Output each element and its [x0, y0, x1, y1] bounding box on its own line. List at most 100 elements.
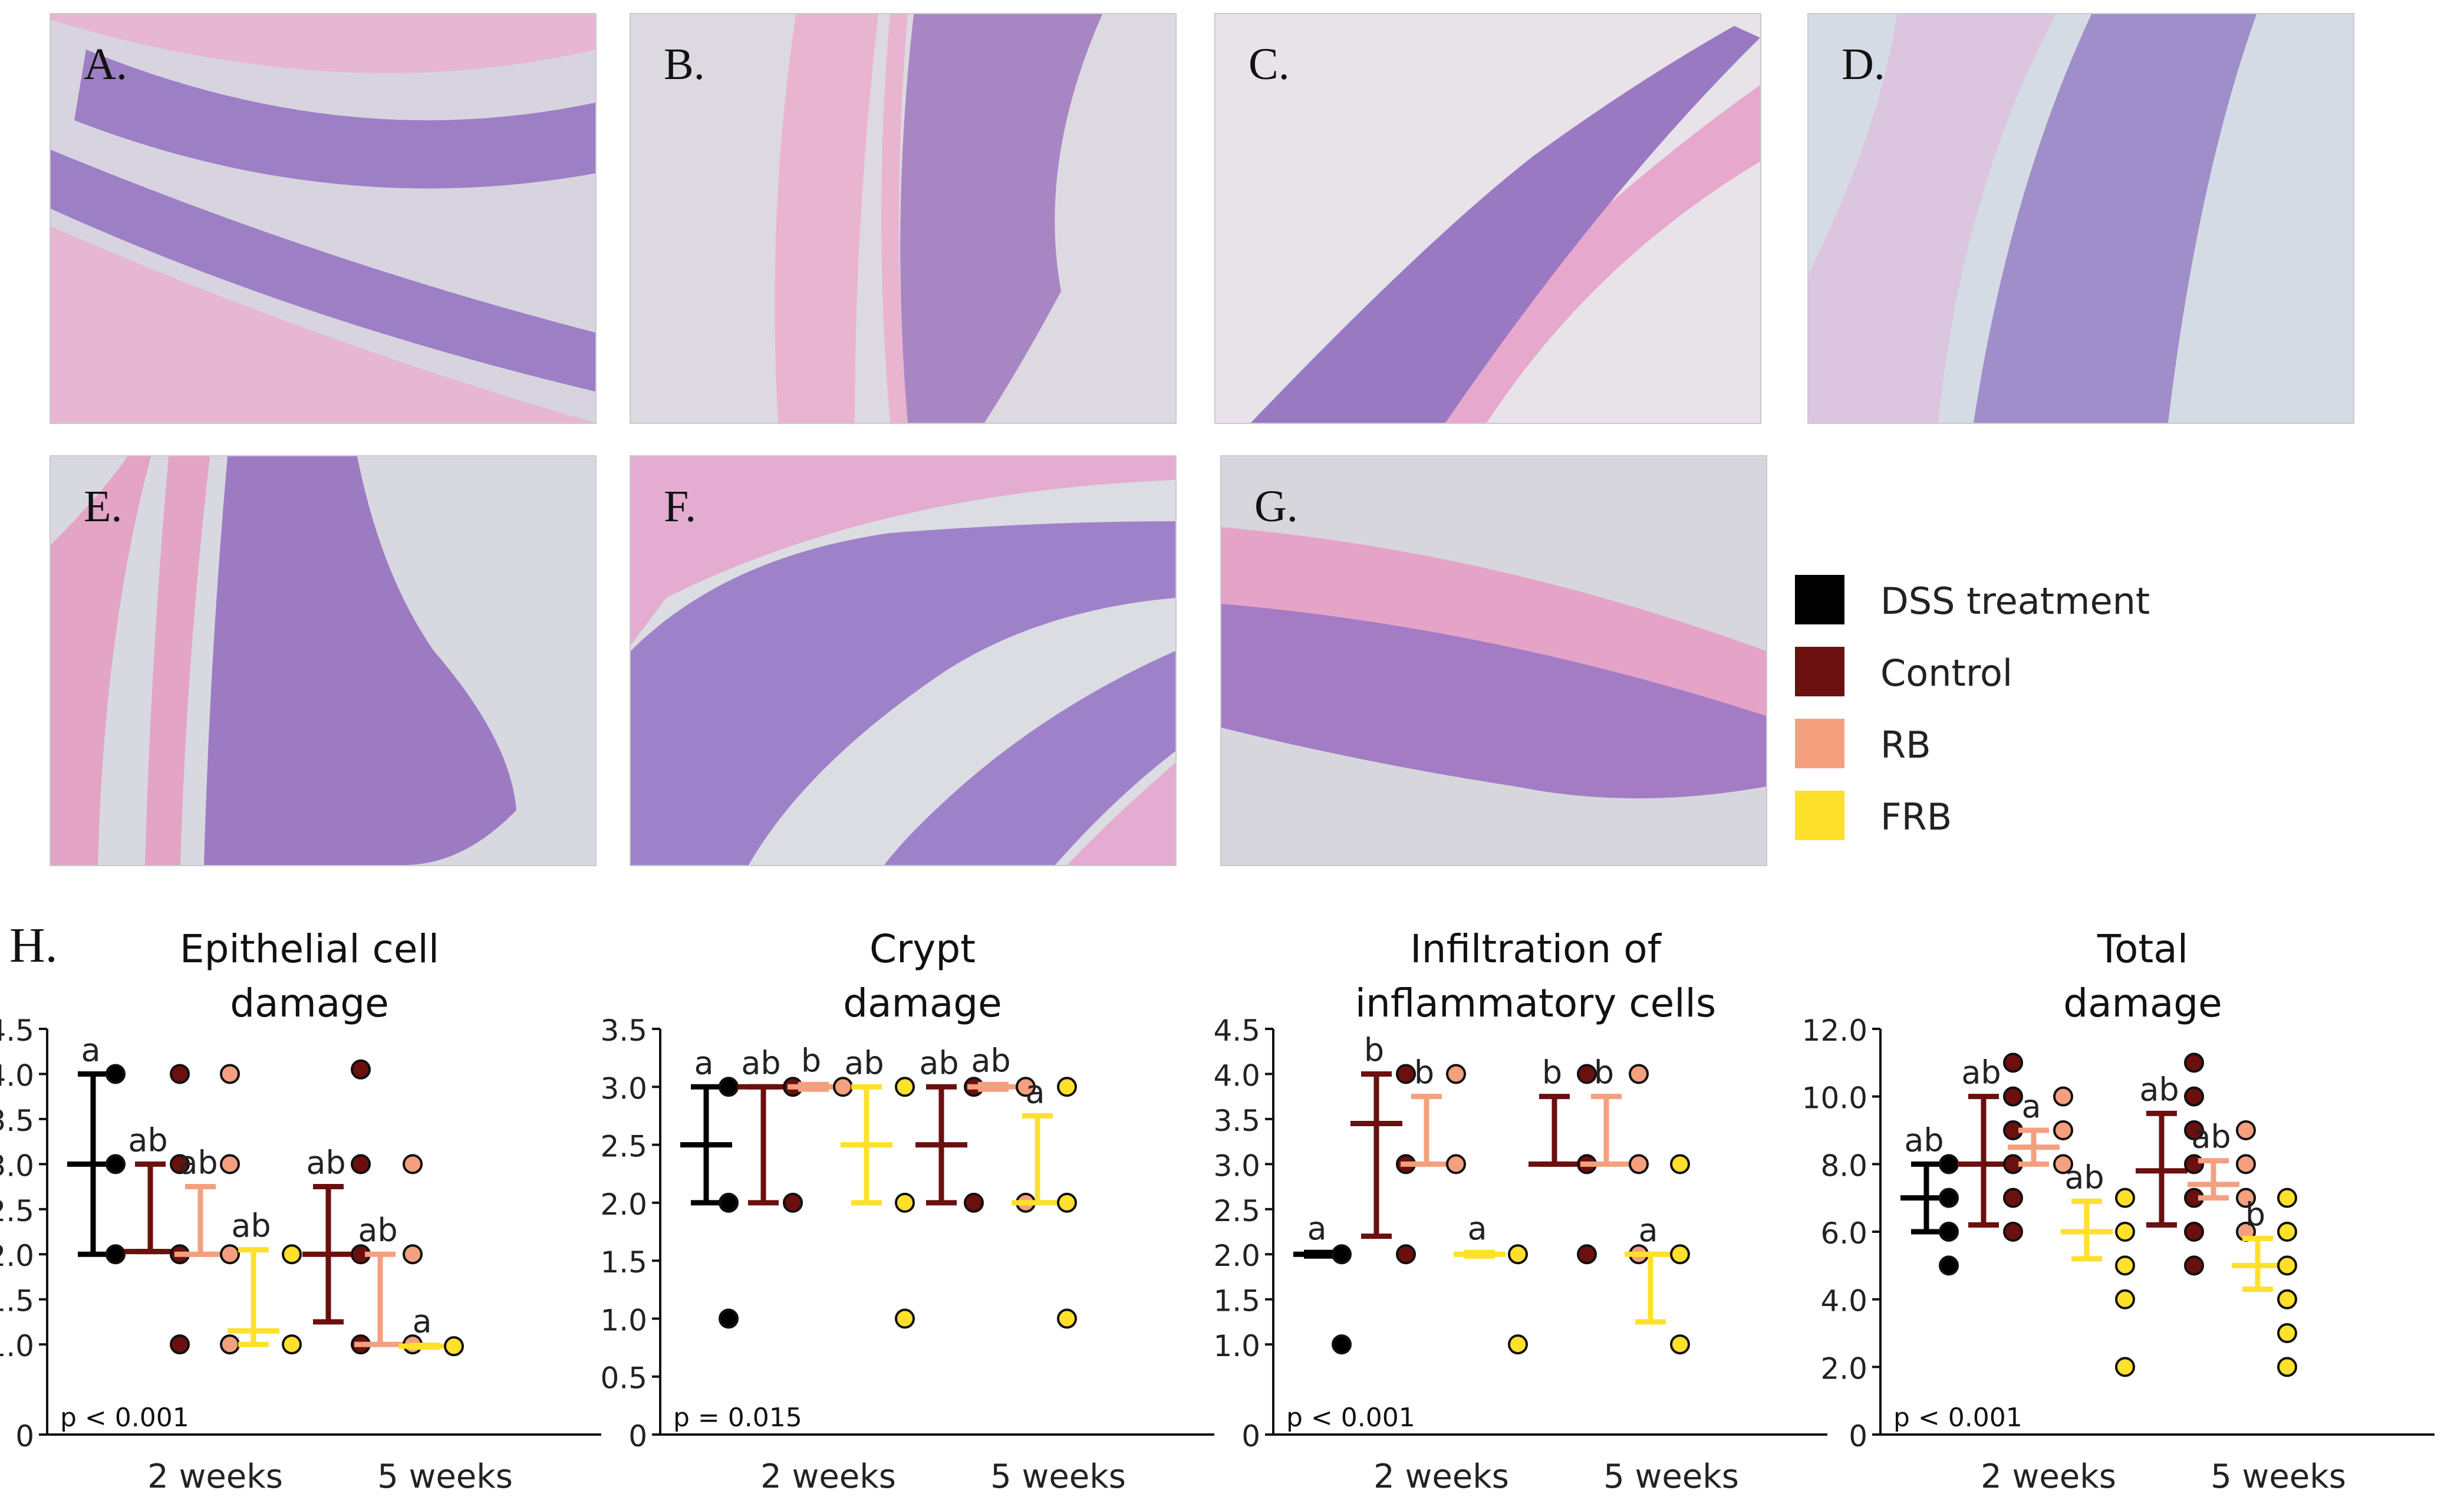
micrograph-b: B. [630, 13, 1177, 424]
chart-crypt-damage: Crypt damage 0 0.5 1.0 1.5 2.0 2.5 3.0 3.5 2 weeks… [600, 920, 1226, 1498]
chart-title-line: Epithelial cell [180, 926, 439, 972]
significance-letter: ab [2191, 1119, 2231, 1156]
p-value-label: p < 0.001 [60, 1403, 189, 1433]
data-point [2184, 1086, 2204, 1107]
x-category-label: 5 weeks [377, 1458, 513, 1496]
panel-label-d: D. [1842, 40, 1885, 89]
y-tick-label: 2.5 [1213, 1194, 1260, 1228]
data-point [1332, 1334, 1352, 1355]
data-point [403, 1154, 423, 1175]
y-tick-label: 1.5 [1213, 1284, 1260, 1318]
data-point [2236, 1188, 2256, 1208]
significance-letter: a [2021, 1088, 2041, 1125]
y-tick-label: 3.0 [1213, 1149, 1260, 1183]
data-point [2053, 1086, 2073, 1107]
micrograph-d-image [1809, 14, 2353, 423]
chart-title-line: damage [2063, 981, 2222, 1026]
y-tick-label: 2.5 [0, 1194, 34, 1228]
data-point [220, 1244, 240, 1265]
y-tick-label: 12.0 [1802, 1014, 1867, 1048]
x-category-label: 5 weeks [1603, 1458, 1739, 1496]
data-point [1508, 1334, 1528, 1355]
data-point [403, 1244, 423, 1265]
data-point [1939, 1188, 1959, 1208]
y-tick-label: 0 [628, 1419, 647, 1453]
y-tick-label: 10.0 [1802, 1081, 1867, 1116]
data-point [444, 1336, 464, 1357]
significance-letter: a [694, 1044, 713, 1081]
data-point [2115, 1222, 2135, 1242]
chart-title-line: damage [230, 981, 389, 1026]
significance-letter: ab [178, 1144, 218, 1182]
data-point [1057, 1192, 1077, 1213]
data-point [2236, 1154, 2256, 1175]
data-point [1577, 1064, 1597, 1084]
chart-epithelial-damage: Epithelial cell damage 0 1.0 1.5 2.0 2.5 3.0 3.5… [0, 920, 613, 1498]
micrograph-d: D. [1807, 13, 2354, 424]
y-tick-label: 0.5 [600, 1361, 647, 1396]
data-point [282, 1334, 302, 1355]
y-tick-label: 1.0 [1213, 1329, 1260, 1363]
data-point [2115, 1357, 2135, 1377]
data-point [964, 1192, 984, 1213]
x-category-label: 2 weeks [760, 1458, 896, 1496]
significance-letter: ab [358, 1212, 397, 1249]
data-point [1396, 1064, 1416, 1084]
p-value-label: p < 0.001 [1286, 1403, 1415, 1433]
legend-swatch-dss [1795, 575, 1844, 624]
data-point [719, 1077, 739, 1097]
data-point [895, 1077, 915, 1097]
significance-letter: ab [919, 1044, 958, 1081]
panel-label-e: E. [84, 482, 123, 531]
legend-swatch-rb [1795, 719, 1844, 768]
x-category-label: 2 weeks [1373, 1458, 1509, 1496]
legend-label-frb: FRB [1880, 795, 1952, 838]
x-category-label: 2 weeks [147, 1458, 283, 1496]
y-tick-label: 0 [1241, 1419, 1260, 1453]
y-tick-label: 6.0 [1820, 1216, 1867, 1251]
significance-letter: ab [128, 1121, 167, 1159]
data-point [2277, 1323, 2297, 1343]
data-point [2277, 1357, 2297, 1377]
data-point [1446, 1064, 1466, 1084]
data-point [2115, 1188, 2135, 1208]
data-point [2184, 1222, 2204, 1242]
data-point [783, 1192, 803, 1213]
data-point [170, 1334, 190, 1355]
y-tick-label: 1.5 [600, 1245, 647, 1279]
legend-swatch-frb [1795, 791, 1844, 840]
data-point [895, 1192, 915, 1213]
significance-letter: ab [231, 1208, 271, 1245]
y-tick-label: 4.0 [0, 1058, 34, 1093]
y-tick-label: 8.0 [1820, 1149, 1867, 1183]
data-point [2115, 1289, 2135, 1310]
data-point [1057, 1077, 1077, 1097]
chart-title-line: damage [843, 981, 1002, 1026]
legend-label-rb: RB [1880, 723, 1931, 767]
significance-letter: ab [741, 1044, 780, 1081]
data-point [2003, 1188, 2023, 1208]
significance-letter: b [1594, 1054, 1614, 1091]
data-point [170, 1154, 190, 1175]
data-point [1446, 1154, 1466, 1175]
y-tick-label: 2.5 [600, 1130, 647, 1164]
chart-total-damage: Total damage 0 2.0 4.0 6.0 8.0 10.0 12.0 2 weeks 5… [1802, 920, 2446, 1498]
y-tick-label: 4.0 [1820, 1284, 1867, 1318]
data-point [2003, 1086, 2023, 1107]
significance-letter: a [81, 1031, 100, 1068]
p-value-label: p < 0.001 [1893, 1403, 2022, 1433]
significance-letter: a [1638, 1212, 1658, 1249]
chart-title-line: Crypt [869, 926, 976, 972]
data-point [2236, 1120, 2256, 1140]
micrograph-c: C. [1214, 13, 1761, 424]
micrograph-g-image [1221, 456, 1766, 865]
data-point [895, 1308, 915, 1329]
y-tick-label: 1.0 [0, 1329, 34, 1363]
chart-title-line: Total [2097, 926, 2188, 972]
data-point [1670, 1334, 1690, 1355]
chart-title-line: Infiltration of [1410, 926, 1662, 972]
data-point [351, 1154, 371, 1175]
y-tick-label: 3.5 [0, 1104, 34, 1138]
y-tick-label: 3.0 [0, 1149, 34, 1183]
data-point [106, 1154, 126, 1175]
